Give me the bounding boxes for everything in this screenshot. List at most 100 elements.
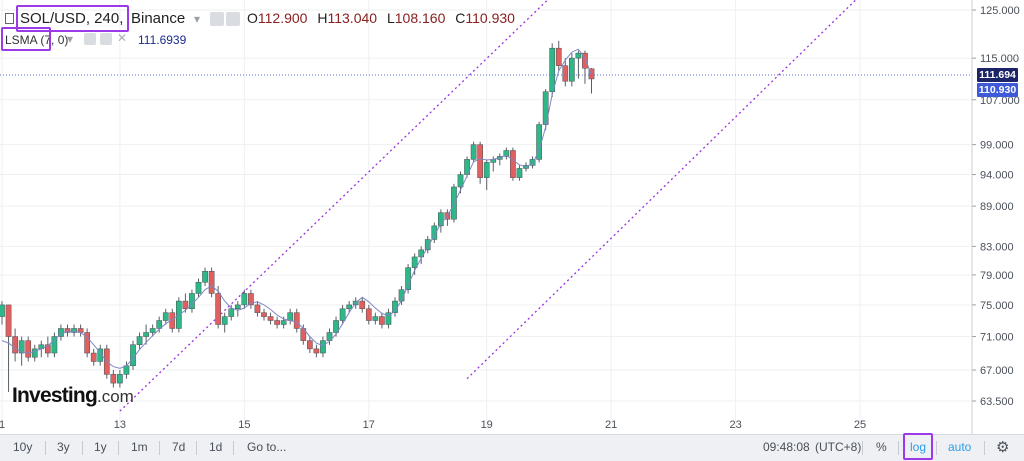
collapse-legend-icon[interactable] (5, 13, 14, 24)
y-tick-label: 115.000 (980, 53, 1019, 65)
candle-up (123, 365, 130, 375)
divider (984, 441, 985, 455)
candle-up (221, 316, 228, 325)
candle-up (411, 256, 418, 268)
candle-up (0, 304, 5, 317)
time-axis: 1 13 15 17 19 21 23 25 (0, 419, 866, 431)
candle-down (379, 316, 385, 325)
y-tick-label: 75.000 (980, 300, 1014, 312)
candle-down (562, 65, 569, 82)
ohlc-readout: O112.900 H113.040 L108.160 C110.930 (247, 10, 515, 26)
candle-up (195, 282, 202, 294)
candle-down (64, 328, 71, 333)
candle-down (582, 52, 588, 69)
chevron-down-icon[interactable]: ▾ (67, 32, 74, 46)
candle-up (117, 374, 123, 384)
range-7d[interactable]: 7d (172, 440, 186, 454)
high-value: 113.040 (327, 10, 378, 26)
indicator-label[interactable]: LSMA (7, 0) (5, 33, 69, 47)
eye-icon[interactable] (210, 12, 224, 26)
candle-up (516, 168, 523, 178)
candle-up (241, 293, 248, 306)
candle-down (25, 340, 32, 358)
chevron-down-icon[interactable]: ▾ (194, 12, 201, 26)
divider (159, 441, 160, 455)
percent-toggle[interactable]: % (876, 440, 887, 454)
symbol-highlight (16, 5, 129, 32)
y-tick-label: 79.000 (980, 270, 1014, 282)
candle-down (254, 304, 261, 313)
x-tick-label: 17 (363, 419, 375, 431)
candle-down (313, 348, 320, 354)
y-tick-label: 94.000 (980, 170, 1014, 182)
candle-up (156, 320, 163, 329)
candle-up (31, 348, 38, 358)
candle-down (267, 316, 274, 321)
y-tick-label: 67.000 (980, 365, 1014, 377)
lsma-price-tag: 111.694 (977, 68, 1018, 82)
y-tick-label: 125.000 (980, 5, 1020, 17)
logo-suffix: .com (96, 387, 134, 406)
open-value: 112.900 (257, 10, 308, 26)
candle-down (359, 300, 366, 310)
log-toggle[interactable]: log (910, 440, 927, 454)
x-tick-label: 15 (238, 419, 250, 431)
candle-up (575, 52, 582, 59)
logo-text: Investing (12, 384, 98, 407)
divider (862, 441, 863, 455)
candle-up (234, 304, 241, 310)
goto-button[interactable]: Go to... (247, 440, 287, 454)
indicator-value: 111.6939 (138, 33, 187, 47)
candle-down (261, 312, 267, 317)
close-label: C (455, 10, 466, 26)
candlestick-series (0, 40, 595, 392)
candle-up (438, 212, 444, 227)
candle-up (202, 271, 208, 283)
divider (936, 441, 937, 455)
trend-line (119, 0, 549, 412)
candle-up (320, 340, 326, 354)
price-chart[interactable]: 63.500 67.000 71.000 75.000 79.000 83.000 89.0… (0, 0, 1024, 434)
close-value: 110.930 (465, 10, 515, 26)
x-tick-label: 1 (0, 419, 5, 431)
eye-icon[interactable] (84, 33, 96, 45)
candle-up (470, 144, 477, 160)
auto-toggle[interactable]: auto (948, 440, 972, 454)
symbol-title[interactable]: SOL/USD, 240, (20, 10, 124, 27)
gear-icon[interactable] (100, 33, 112, 45)
candle-up (483, 162, 490, 178)
candle-up (542, 91, 549, 125)
trend-lines[interactable] (119, 0, 873, 412)
range-1m[interactable]: 1m (131, 440, 148, 454)
x-tick-label: 25 (854, 419, 866, 431)
gear-icon[interactable] (226, 12, 240, 26)
candle-down (208, 271, 215, 294)
range-3y[interactable]: 3y (57, 440, 70, 454)
candle-down (274, 320, 280, 325)
candle-up (569, 57, 575, 82)
y-tick-label: 99.000 (980, 140, 1014, 152)
investing-logo: Investing.com (12, 384, 134, 408)
exchange-name: Binance (131, 10, 186, 27)
high-label: H (317, 10, 328, 26)
range-1d[interactable]: 1d (209, 440, 223, 454)
timezone-label[interactable]: (UTC+8) (815, 440, 862, 454)
x-tick-label: 21 (605, 419, 617, 431)
candle-up (58, 328, 64, 337)
close-icon[interactable]: ✕ (117, 31, 128, 45)
candle-down (45, 344, 51, 354)
gear-icon[interactable]: ⚙ (996, 439, 1010, 456)
range-1y[interactable]: 1y (94, 440, 107, 454)
chart-gridlines (0, 0, 976, 434)
candle-down (215, 293, 222, 325)
candle-down (555, 47, 562, 66)
y-tick-label: 63.500 (980, 396, 1014, 408)
candle-up (136, 336, 143, 345)
candle-down (293, 312, 300, 329)
open-label: O (247, 10, 258, 26)
candle-up (549, 47, 556, 92)
candle-up (287, 312, 294, 321)
range-10y[interactable]: 10y (13, 440, 33, 454)
candle-down (182, 300, 189, 310)
divider (196, 441, 197, 455)
